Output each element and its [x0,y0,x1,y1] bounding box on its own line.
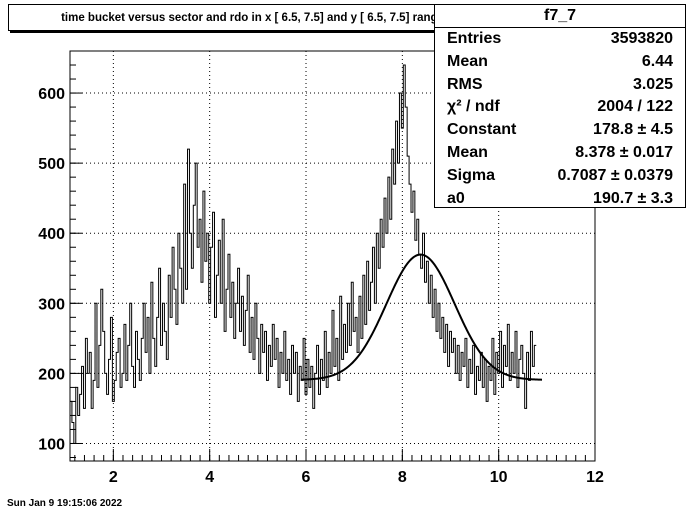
stats-label: Constant [447,121,517,139]
x-tick-label: 8 [398,469,407,486]
stats-label: Entries [447,30,502,47]
stats-label: Mean [447,143,488,161]
stats-value: 3593820 [610,30,673,47]
stats-row: a0 190.7 ± 3.3 [435,188,685,211]
stats-value: 8.378 ± 0.017 [575,143,673,161]
stats-box: f7_7 Entries 3593820 Mean 6.44 RMS 3.025 χ²… [434,4,686,208]
stats-row: RMS 3.025 [435,74,685,97]
stats-value: 6.44 [641,52,673,70]
stats-label: RMS [447,75,483,93]
axes: 2 4 6 8 10 12 100 200 300 400 500 600 [38,50,604,486]
stats-name: f7_7 [435,5,685,28]
stats-row: Entries 3593820 [435,28,685,51]
stats-row: Mean 8.378 ± 0.017 [435,142,685,165]
y-tick-label: 300 [38,296,65,313]
x-tick-label: 2 [109,469,118,486]
stats-row: Constant 178.8 ± 4.5 [435,119,685,142]
stats-value: 190.7 ± 3.3 [593,189,673,207]
x-tick-label: 12 [586,469,604,486]
stats-value: 0.7087 ± 0.0379 [557,166,673,184]
histogram-series [70,64,537,444]
plot-title: time bucket versus sector and rdo in x [… [8,4,497,31]
y-tick-label: 200 [38,366,65,383]
y-tick-label: 100 [38,436,65,453]
y-tick-label: 600 [38,86,65,103]
stats-label: χ² / ndf [447,98,500,116]
plot-title-text: time bucket versus sector and rdo in x [… [61,11,444,24]
stats-label: Mean [447,52,488,70]
y-tick-label: 400 [38,226,65,243]
x-tick-label: 10 [490,469,508,486]
stats-row: Mean 6.44 [435,51,685,74]
x-tick-label: 6 [302,469,311,486]
x-tick-label: 4 [205,469,214,486]
stats-label: a0 [447,189,465,207]
stats-value: 3.025 [632,75,673,93]
timestamp-footer: Sun Jan 9 19:15:06 2022 [7,498,123,509]
stats-row: Sigma 0.7087 ± 0.0379 [435,165,685,188]
stats-value: 2004 / 122 [597,98,673,116]
stats-label: Sigma [447,166,496,184]
gaussian-fit-curve [301,253,543,381]
y-tick-label: 500 [38,156,65,173]
stats-row: χ² / ndf 2004 / 122 [435,96,685,119]
stats-value: 178.8 ± 4.5 [593,121,673,139]
